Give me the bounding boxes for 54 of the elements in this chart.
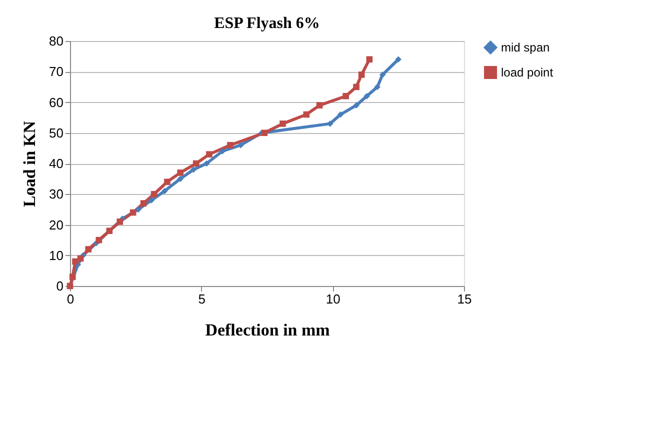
point [303,111,310,118]
y-tick-label: 10 [49,248,64,263]
legend-label: mid span [501,40,550,54]
point [227,142,234,148]
point [358,72,365,78]
point [135,206,142,213]
point [69,274,76,280]
y-tick-label: 0 [56,278,64,294]
y-tick-label: 20 [49,217,64,232]
point [164,178,170,186]
point [353,102,360,108]
y-tick-label: 30 [49,186,64,202]
point [261,130,268,136]
point [203,160,210,167]
x-tick-label: 0 [66,292,74,306]
point [177,176,184,182]
y-tick-label: 40 [49,156,64,171]
point [116,218,124,225]
x-tick-label: 15 [457,292,472,306]
point [177,170,184,176]
point [161,188,168,194]
y-tick-label: 60 [49,94,64,110]
point [238,142,244,148]
point [374,84,380,90]
point [85,246,92,252]
point [148,197,155,204]
y-tick-label: 80 [49,34,64,48]
point [366,56,373,63]
point [219,148,226,154]
point [364,92,370,100]
point [395,56,402,63]
point [96,236,102,244]
chart-title: ESP Flyash 6% [214,15,320,32]
point [130,209,136,216]
x-tick-label: 10 [326,292,340,306]
point [379,72,386,78]
point [190,166,197,173]
y-axis-title: Load in KN [20,120,40,207]
point [150,190,158,198]
x-tick-label: 5 [198,292,206,306]
point [72,258,78,265]
y-tick-label: 50 [49,125,64,140]
point [140,200,147,206]
point [77,255,84,262]
point [280,120,286,127]
point [337,111,344,118]
point [342,92,349,100]
point [316,102,323,108]
x-axis-title: Deflection in mm [205,320,330,340]
y-tick-label: 70 [49,64,64,80]
point [353,84,360,90]
point [192,160,200,167]
legend-label: load point [501,66,554,80]
point [206,151,212,158]
